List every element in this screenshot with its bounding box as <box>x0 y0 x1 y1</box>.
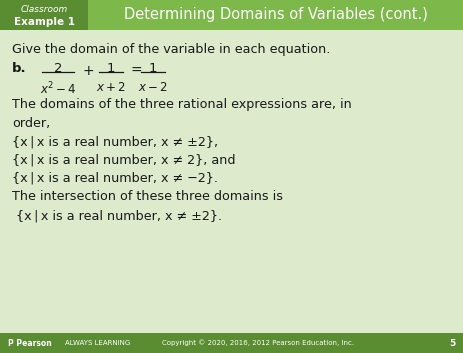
Text: order,: order, <box>12 116 50 130</box>
Text: 1: 1 <box>107 62 115 75</box>
Text: ALWAYS LEARNING: ALWAYS LEARNING <box>65 340 130 346</box>
Text: =: = <box>131 64 143 78</box>
Text: +: + <box>82 64 94 78</box>
Text: $x^2-4$: $x^2-4$ <box>40 81 76 97</box>
Text: $x-2$: $x-2$ <box>138 81 168 94</box>
FancyBboxPatch shape <box>0 0 88 30</box>
Text: Classroom: Classroom <box>20 5 68 14</box>
FancyBboxPatch shape <box>0 333 463 353</box>
Text: The domains of the three rational expressions are, in: The domains of the three rational expres… <box>12 98 352 111</box>
Text: {x | x is a real number, x ≠ 2}, and: {x | x is a real number, x ≠ 2}, and <box>12 154 236 167</box>
Text: 5: 5 <box>450 339 456 347</box>
Text: {x | x is a real number, x ≠ ±2},: {x | x is a real number, x ≠ ±2}, <box>12 135 218 148</box>
Text: b.: b. <box>12 62 27 75</box>
Text: {x | x is a real number, x ≠ −2}.: {x | x is a real number, x ≠ −2}. <box>12 172 218 185</box>
Text: The intersection of these three domains is: The intersection of these three domains … <box>12 191 283 203</box>
Text: Example 1: Example 1 <box>13 17 75 26</box>
Text: Give the domain of the variable in each equation.: Give the domain of the variable in each … <box>12 43 331 56</box>
Text: Copyright © 2020, 2016, 2012 Pearson Education, Inc.: Copyright © 2020, 2016, 2012 Pearson Edu… <box>162 340 354 346</box>
Text: $x+2$: $x+2$ <box>96 81 126 94</box>
FancyBboxPatch shape <box>88 0 463 30</box>
Text: 1: 1 <box>149 62 157 75</box>
Text: P Pearson: P Pearson <box>8 339 52 347</box>
Text: Determining Domains of Variables (cont.): Determining Domains of Variables (cont.) <box>124 7 427 23</box>
Text: {x | x is a real number, x ≠ ±2}.: {x | x is a real number, x ≠ ±2}. <box>12 209 222 222</box>
Text: 2: 2 <box>54 62 62 75</box>
